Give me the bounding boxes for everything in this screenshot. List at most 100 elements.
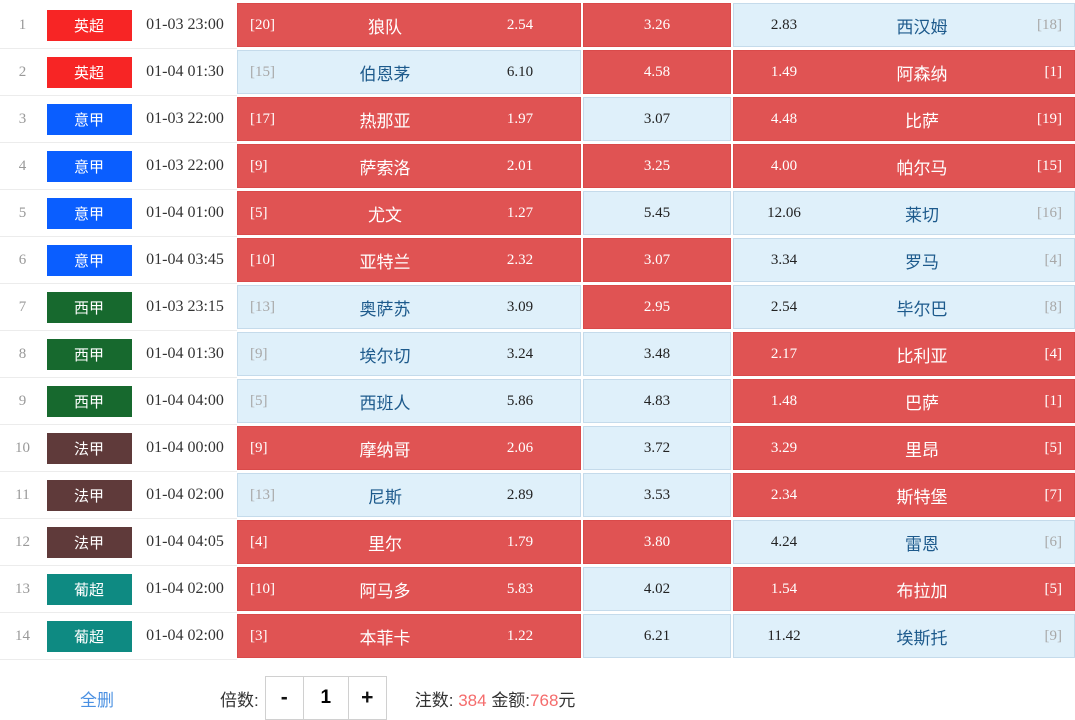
clear-all-button[interactable]: 全删 <box>80 690 114 710</box>
away-team-name: 比萨 <box>905 111 939 131</box>
draw-bet-cell[interactable]: 3.48 <box>583 332 731 376</box>
matches-table: 1 英超 01-03 23:00 [20] 狼队 2.54 3.26 2.83 西汉姆 [18] 2… <box>0 3 1075 661</box>
away-bet-cell[interactable]: 4.00 帕尔马 [15] <box>733 144 1075 188</box>
home-team-rank: [9] <box>250 345 268 362</box>
home-bet-cell[interactable]: [10] 亚特兰 2.32 <box>237 238 581 282</box>
draw-odds: 3.48 <box>643 345 671 362</box>
away-bet-cell[interactable]: 1.48 巴萨 [1] <box>733 379 1075 423</box>
away-bet-cell[interactable]: 2.54 毕尔巴 [8] <box>733 285 1075 329</box>
away-bet-cell[interactable]: 11.42 埃斯托 [9] <box>733 614 1075 658</box>
draw-bet-cell[interactable]: 2.95 <box>583 285 731 329</box>
away-win-odds: 1.54 <box>770 580 798 597</box>
away-win-odds: 2.34 <box>770 486 798 503</box>
draw-bet-cell[interactable]: 3.25 <box>583 144 731 188</box>
home-team-name: 摩纳哥 <box>359 440 411 460</box>
row-number: 9 <box>18 392 27 409</box>
currency-label: 元 <box>558 690 576 710</box>
draw-bet-cell[interactable]: 4.58 <box>583 50 731 94</box>
match-info: 4 意甲 01-03 22:00 <box>0 144 237 191</box>
league-badge-area: 意甲 <box>45 144 133 188</box>
away-team-name: 罗马 <box>905 252 939 272</box>
home-bet-cell[interactable]: [15] 伯恩茅 6.10 <box>237 50 581 94</box>
home-bet-cell[interactable]: [5] 西班人 5.86 <box>237 379 581 423</box>
match-info: 14 葡超 01-04 02:00 <box>0 614 237 661</box>
away-team-name: 西汉姆 <box>896 17 948 37</box>
league-badge-area: 英超 <box>45 3 133 47</box>
home-win-odds: 3.09 <box>506 298 534 315</box>
home-team-name: 里尔 <box>368 534 402 554</box>
match-row: 13 葡超 01-04 02:00 [10] 阿马多 5.83 4.02 1.54 布拉加 [5] <box>0 567 1075 614</box>
away-win-odds: 11.42 <box>767 627 801 644</box>
league-badge: 葡超 <box>46 620 132 652</box>
away-bet-cell[interactable]: 12.06 莱切 [16] <box>733 191 1075 235</box>
away-team-rank: [18] <box>1037 16 1062 33</box>
match-time: 01-03 22:00 <box>146 157 224 174</box>
draw-bet-cell[interactable]: 3.07 <box>583 238 731 282</box>
away-bet-cell[interactable]: 3.29 里昂 [5] <box>733 426 1075 470</box>
draw-odds: 3.25 <box>643 157 671 174</box>
league-badge-area: 西甲 <box>45 379 133 423</box>
draw-bet-cell[interactable]: 3.07 <box>583 97 731 141</box>
home-bet-cell[interactable]: [4] 里尔 1.79 <box>237 520 581 564</box>
home-bet-cell[interactable]: [20] 狼队 2.54 <box>237 3 581 47</box>
league-badge-area: 葡超 <box>45 614 133 658</box>
draw-bet-cell[interactable]: 3.53 <box>583 473 731 517</box>
away-bet-cell[interactable]: 4.48 比萨 [19] <box>733 97 1075 141</box>
away-win-odds: 1.48 <box>770 392 798 409</box>
away-bet-cell[interactable]: 2.17 比利亚 [4] <box>733 332 1075 376</box>
draw-odds: 4.58 <box>643 63 671 80</box>
draw-bet-cell[interactable]: 6.21 <box>583 614 731 658</box>
match-time: 01-04 01:30 <box>146 345 224 362</box>
row-number: 12 <box>15 533 30 550</box>
bet-count-value: 384 <box>458 690 487 710</box>
draw-bet-cell[interactable]: 4.83 <box>583 379 731 423</box>
home-bet-cell[interactable]: [5] 尤文 1.27 <box>237 191 581 235</box>
draw-bet-cell[interactable]: 3.80 <box>583 520 731 564</box>
home-win-odds: 2.54 <box>506 16 534 33</box>
away-win-odds: 4.48 <box>770 110 798 127</box>
row-number: 13 <box>15 580 30 597</box>
away-bet-cell[interactable]: 2.34 斯特堡 [7] <box>733 473 1075 517</box>
away-team-rank: [5] <box>1044 580 1063 597</box>
row-number: 4 <box>18 157 27 174</box>
away-team-name: 帕尔马 <box>896 158 948 178</box>
draw-bet-cell[interactable]: 3.26 <box>583 3 731 47</box>
league-badge: 西甲 <box>46 338 132 370</box>
home-bet-cell[interactable]: [17] 热那亚 1.97 <box>237 97 581 141</box>
home-bet-cell[interactable]: [13] 奥萨苏 3.09 <box>237 285 581 329</box>
away-win-odds: 2.83 <box>770 16 798 33</box>
home-bet-cell[interactable]: [10] 阿马多 5.83 <box>237 567 581 611</box>
home-bet-cell[interactable]: [9] 埃尔切 3.24 <box>237 332 581 376</box>
home-team-name: 埃尔切 <box>359 346 411 366</box>
away-bet-cell[interactable]: 1.49 阿森纳 [1] <box>733 50 1075 94</box>
draw-odds: 3.26 <box>643 16 671 33</box>
home-bet-cell[interactable]: [9] 萨索洛 2.01 <box>237 144 581 188</box>
draw-odds: 3.07 <box>643 251 671 268</box>
home-team-rank: [20] <box>250 16 275 33</box>
match-row: 7 西甲 01-03 23:15 [13] 奥萨苏 3.09 2.95 2.54 毕尔巴 [8] <box>0 285 1075 332</box>
league-badge-area: 葡超 <box>45 567 133 611</box>
multiplier-increase-button[interactable]: + <box>347 677 386 719</box>
draw-bet-cell[interactable]: 3.72 <box>583 426 731 470</box>
home-bet-cell[interactable]: [3] 本菲卡 1.22 <box>237 614 581 658</box>
away-bet-cell[interactable]: 1.54 布拉加 [5] <box>733 567 1075 611</box>
home-bet-cell[interactable]: [9] 摩纳哥 2.06 <box>237 426 581 470</box>
away-bet-cell[interactable]: 3.34 罗马 [4] <box>733 238 1075 282</box>
row-number: 11 <box>15 486 30 503</box>
draw-bet-cell[interactable]: 5.45 <box>583 191 731 235</box>
row-number: 1 <box>18 16 27 33</box>
bet-count-label: 注数: <box>414 690 454 710</box>
multiplier-value[interactable]: 1 <box>320 687 332 708</box>
league-badge: 意甲 <box>46 150 132 182</box>
multiplier-decrease-button[interactable]: - <box>266 677 304 719</box>
draw-bet-cell[interactable]: 4.02 <box>583 567 731 611</box>
away-bet-cell[interactable]: 2.83 西汉姆 [18] <box>733 3 1075 47</box>
away-bet-cell[interactable]: 4.24 雷恩 [6] <box>733 520 1075 564</box>
home-bet-cell[interactable]: [13] 尼斯 2.89 <box>237 473 581 517</box>
away-team-rank: [8] <box>1044 298 1063 315</box>
league-badge-area: 意甲 <box>45 238 133 282</box>
away-team-rank: [1] <box>1044 63 1063 80</box>
draw-odds: 4.83 <box>643 392 671 409</box>
home-team-rank: [10] <box>250 251 275 268</box>
match-row: 11 法甲 01-04 02:00 [13] 尼斯 2.89 3.53 2.34 斯特堡 [7] <box>0 473 1075 520</box>
